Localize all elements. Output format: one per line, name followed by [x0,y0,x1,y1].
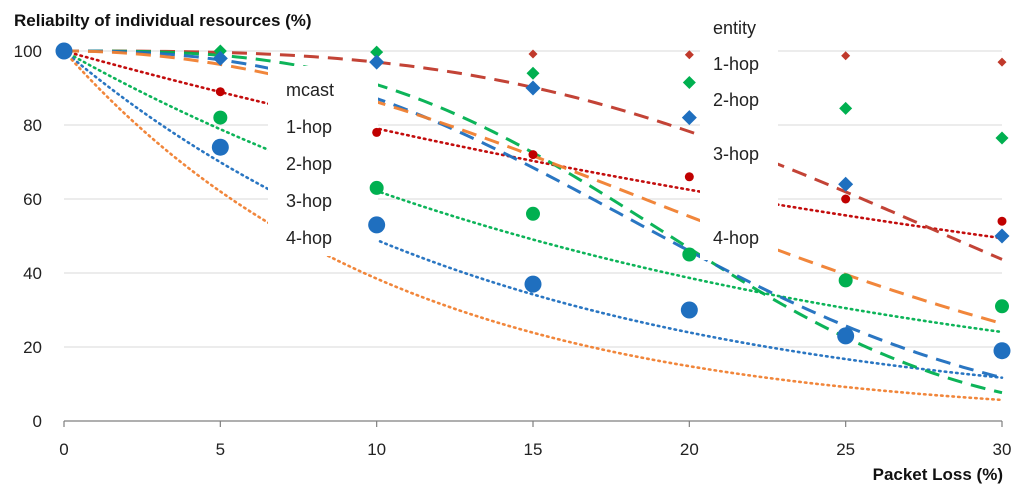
legend-entity-title: entity [713,18,756,38]
legend-entity-background [700,6,778,260]
marker-mcast-3-hop-x10 [368,216,386,234]
x-tick-label-20: 20 [680,440,699,459]
y-tick-label-20: 20 [23,338,42,357]
marker-entity-3-hop-x0 [56,43,72,59]
trendline-mcast-3-hop [62,49,1004,379]
x-tick-label-0: 0 [59,440,68,459]
marker-entity-1-hop-x25 [841,51,851,61]
y-tick-label-80: 80 [23,116,42,135]
marker-entity-3-hop-x30 [994,228,1010,244]
axes: 0 20 40 60 80 100 0 5 10 15 20 25 30 [14,42,1012,459]
marker-mcast-2-hop-x20 [682,247,697,262]
x-tick-label-15: 15 [524,440,543,459]
marker-entity-2-hop-x20 [682,75,696,89]
marker-mcast-1-hop-x25 [841,194,851,204]
marker-mcast-2-hop-x10 [369,180,384,195]
marker-entity-1-hop-x20 [684,50,694,60]
x-axis-title: Packet Loss (%) [873,465,1003,484]
trendline-mcast-4-hop [62,49,1004,402]
trendline-mcast-2-hop [62,49,1004,334]
marker-entity-1-hop-x15 [528,49,538,59]
legend-mcast-entry-4-hop: 4-hop [286,228,332,248]
legend-mcast-background [268,66,378,256]
marker-mcast-3-hop-x5 [211,138,229,156]
marker-mcast-3-hop-x15 [524,275,542,293]
marker-mcast-3-hop-x30 [993,342,1011,360]
marker-mcast-1-hop-x10 [372,127,382,137]
marker-mcast-2-hop-x25 [838,273,853,288]
y-tick-label-60: 60 [23,190,42,209]
marker-entity-3-hop-x10 [369,54,385,70]
marker-mcast-2-hop-x30 [995,299,1009,314]
marker-mcast-1-hop-x30 [997,216,1007,226]
marker-mcast-1-hop-x5 [215,87,225,97]
marker-entity-2-hop-x15 [526,66,540,80]
marker-mcast-1-hop-x15 [528,150,538,160]
marker-mcast-3-hop-x20 [680,301,698,319]
legend-mcast-entry-3-hop: 3-hop [286,191,332,211]
data-markers [55,42,1011,360]
x-tick-label-30: 30 [993,440,1012,459]
marker-mcast-2-hop-x15 [526,206,540,221]
x-tick-label-25: 25 [836,440,855,459]
y-tick-label-100: 100 [14,42,42,61]
legend-entity-entry-1-hop: 1-hop [713,54,759,74]
marker-mcast-3-hop-x25 [837,327,855,345]
marker-entity-2-hop-x25 [839,101,853,115]
marker-entity-3-hop-x5 [212,50,228,66]
x-tick-label-10: 10 [367,440,386,459]
legend-mcast-title: mcast [286,80,334,100]
marker-entity-3-hop-x25 [838,176,854,192]
legend: mcast 1-hop 2-hop 3-hop 4-hop entity 1-hop 2-ho… [286,18,759,248]
marker-entity-2-hop-x30 [995,131,1009,145]
legend-entity-entry-2-hop: 2-hop [713,90,759,110]
marker-mcast-2-hop-x5 [213,110,228,125]
legend-mcast-entry-2-hop: 2-hop [286,154,332,174]
marker-entity-2-hop-x10 [370,45,384,59]
x-tick-label-5: 5 [216,440,225,459]
marker-entity-3-hop-x15 [525,80,541,96]
marker-entity-1-hop-x30 [997,57,1007,67]
legend-masks [268,6,778,260]
legend-entity-entry-4-hop: 4-hop [713,228,759,248]
y-axis-title: Reliabilty of individual resources (%) [14,11,312,30]
marker-mcast-1-hop-x20 [684,172,694,182]
marker-entity-3-hop-x20 [681,110,697,126]
legend-entity-entry-3-hop: 3-hop [713,144,759,164]
legend-mcast-entry-1-hop: 1-hop [286,117,332,137]
y-tick-label-40: 40 [23,264,42,283]
y-tick-label-0: 0 [33,412,42,431]
